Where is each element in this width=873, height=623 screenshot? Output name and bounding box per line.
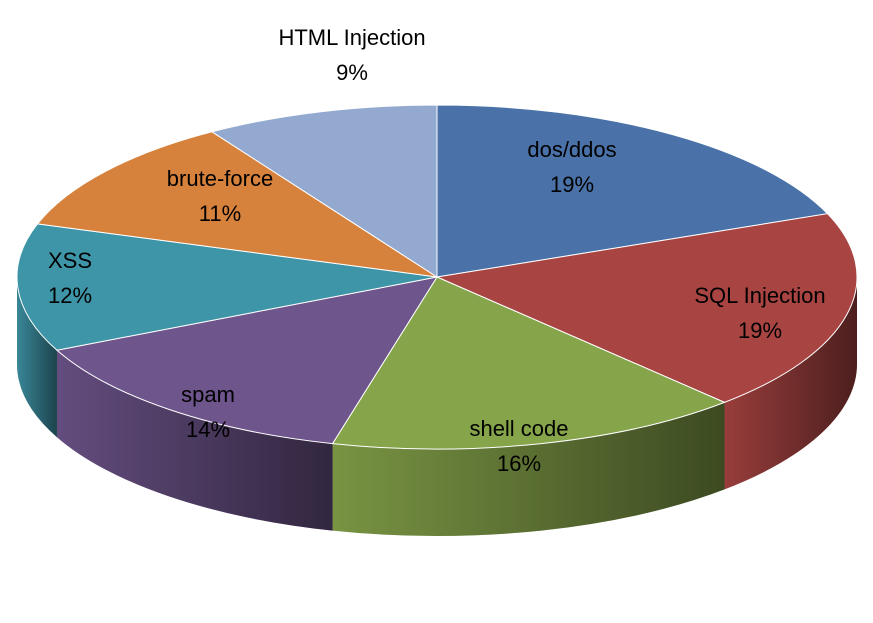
slice-label-shell-code: shell code: [469, 416, 568, 441]
pie-slice-shell-code: [331, 276, 726, 450]
pie-slice-spam: [55, 276, 439, 445]
slice-value-brute-force: 11%: [199, 201, 241, 226]
pie-slice-html-injection: [210, 104, 438, 278]
pie-slice-dos-ddos: [436, 104, 829, 278]
pie-sides: [17, 277, 857, 536]
slice-label-xss: XSS: [48, 248, 92, 273]
slice-value-sql-injection: 19%: [738, 318, 782, 343]
pie-side-shade-xss: [17, 277, 57, 438]
slice-label-sql-injection: SQL Injection: [694, 283, 825, 308]
pie-slice-sql-injection: [435, 213, 858, 403]
slice-label-spam: spam: [181, 382, 235, 407]
slice-label-html-injection: HTML Injection: [278, 25, 425, 50]
slice-label-brute-force: brute-force: [167, 166, 273, 191]
slice-value-xss: 12%: [48, 283, 92, 308]
pie-side-shade-sql-injection: [724, 277, 857, 490]
slice-value-shell-code: 16%: [497, 451, 541, 476]
slice-value-dos-ddos: 19%: [550, 172, 594, 197]
slice-value-html-injection: 9%: [336, 60, 368, 85]
pie-slice-brute-force: [36, 131, 438, 278]
pie-side-shade-shell-code: [332, 402, 725, 536]
pie-slice-xss: [16, 223, 438, 351]
slice-value-spam: 14%: [186, 417, 230, 442]
pie-slices: [16, 104, 858, 450]
slice-label-dos-ddos: dos/ddos: [527, 137, 616, 162]
pie-labels: dos/ddos 19% SQL Injection 19% shell code 16%…: [48, 25, 826, 476]
pie-side-shade-spam: [56, 350, 333, 531]
